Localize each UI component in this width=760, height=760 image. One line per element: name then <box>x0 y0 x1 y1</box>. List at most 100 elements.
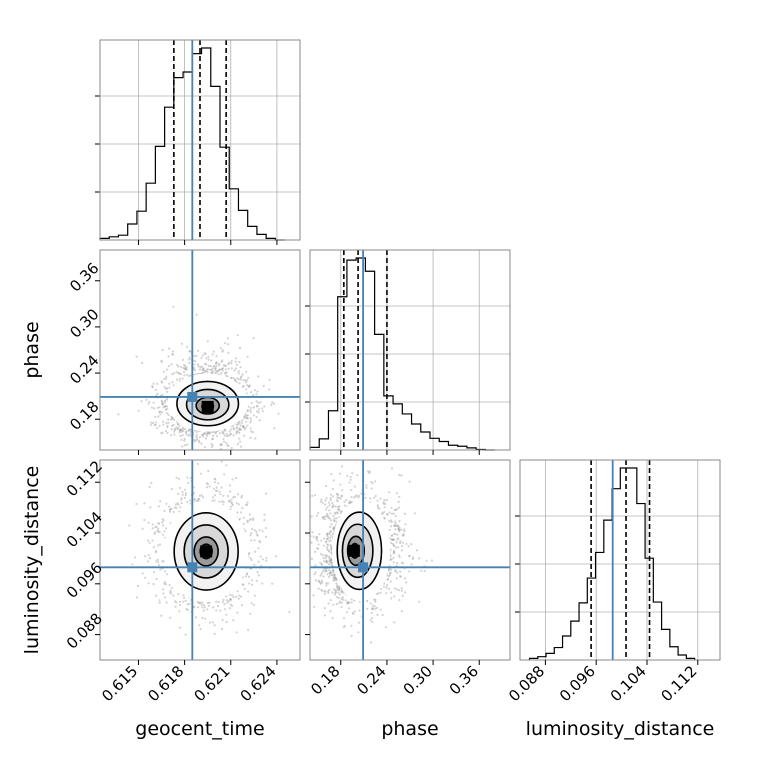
panel-phase-vs-geocent-time-sample-point <box>242 426 245 429</box>
panel-phase-vs-geocent-time-sample-point <box>187 434 190 437</box>
panel-phase-vs-geocent-time-sample-point <box>163 399 167 403</box>
panel-phase-vs-geocent-time-sample-point <box>240 375 243 378</box>
panel-luminosity-distance-vs-geocent-time-sample-point <box>245 573 248 576</box>
panel-luminosity-distance-vs-phase-sample-point <box>349 475 352 479</box>
panel-luminosity-distance-vs-geocent-time-sample-point <box>179 626 182 629</box>
panel-phase-vs-geocent-time-sample-point <box>173 430 176 433</box>
panel-phase-vs-geocent-time-sample-point <box>256 405 259 408</box>
panel-phase-vs-geocent-time-sample-point <box>160 432 163 435</box>
panel-phase-vs-geocent-time-sample-point <box>161 349 164 352</box>
panel-phase-vs-geocent-time-sample-point <box>182 370 186 374</box>
panel-phase-vs-geocent-time-sample-point <box>176 422 179 425</box>
panel-luminosity-distance-vs-geocent-time-sample-point <box>213 632 216 636</box>
panel-luminosity-distance-vs-geocent-time-sample-point <box>151 539 154 542</box>
panel-phase-vs-geocent-time-sample-point <box>193 440 196 443</box>
panel-luminosity-distance-vs-phase-sample-point <box>335 579 338 582</box>
panel-luminosity-distance-vs-phase-sample-point <box>379 591 382 594</box>
panel-phase-vs-geocent-time-sample-point <box>171 424 174 428</box>
panel-luminosity-distance-vs-phase-sample-point <box>350 634 353 638</box>
panel-luminosity-distance-vs-geocent-time-sample-point <box>220 627 224 631</box>
panel-luminosity-distance-vs-geocent-time-sample-point <box>215 600 218 603</box>
panel-phase-vs-geocent-time-sample-point <box>235 432 238 435</box>
panel-luminosity-distance-vs-phase-sample-point <box>332 570 335 573</box>
panel-luminosity-distance-vs-geocent-time-sample-point <box>231 503 234 507</box>
panel-phase-vs-geocent-time-sample-point <box>225 442 228 445</box>
panel-luminosity-distance-vs-geocent-time-sample-point <box>261 530 264 533</box>
panel-phase-vs-geocent-time-sample-point <box>152 382 155 385</box>
panel-luminosity-distance-vs-phase-sample-point <box>408 480 411 483</box>
panel-luminosity-distance-vs-geocent-time-sample-point <box>157 530 160 533</box>
panel-phase-vs-geocent-time-sample-point <box>218 362 221 365</box>
panel-luminosity-distance-vs-geocent-time-sample-point <box>163 596 167 599</box>
panel-phase-vs-geocent-time-sample-point <box>216 369 219 372</box>
panel-luminosity-distance-vs-phase-sample-point <box>329 610 332 613</box>
panel-luminosity-distance-vs-phase-sample-point <box>336 496 339 499</box>
panel-phase-vs-geocent-time-sample-point <box>236 334 239 337</box>
panel-phase-vs-geocent-time-sample-point <box>230 360 233 363</box>
panel-luminosity-distance-vs-geocent-time-sample-point <box>220 460 223 463</box>
panel-luminosity-distance-vs-phase-sample-point <box>324 499 327 502</box>
panel-phase-vs-geocent-time-sample-point <box>215 362 218 365</box>
panel-phase-vs-geocent-time-sample-point <box>246 417 249 420</box>
panel-luminosity-distance-vs-phase-sample-point <box>331 506 334 509</box>
panel-phase-vs-geocent-time-sample-point <box>164 405 167 408</box>
panel-phase-vs-geocent-time-sample-point <box>180 430 183 433</box>
panel-phase-vs-geocent-time-sample-point <box>170 363 173 366</box>
panel-phase-vs-geocent-time-sample-point <box>185 368 188 371</box>
panel-luminosity-distance-vs-phase-sample-point <box>325 546 329 549</box>
panel-phase-vs-geocent-time-sample-point <box>147 402 150 405</box>
panel-phase-vs-geocent-time-sample-point <box>236 431 239 434</box>
panel-luminosity-distance-vs-phase-sample-point <box>330 561 333 564</box>
panel-luminosity-distance-vs-phase-sample-point <box>310 515 313 518</box>
panel-phase-vs-geocent-time-sample-point <box>219 368 222 371</box>
panel-phase-vs-geocent-time-sample-point <box>172 423 175 426</box>
panel-phase-vs-geocent-time-sample-point <box>210 359 213 362</box>
panel-luminosity-distance-vs-phase-sample-point <box>314 494 317 497</box>
panel-phase-vs-geocent-time-sample-point <box>193 354 196 357</box>
panel-luminosity-distance-vs-geocent-time-sample-point <box>202 609 205 612</box>
panel-phase-vs-geocent-time-sample-point <box>165 377 168 380</box>
panel-phase-vs-geocent-time-sample-point <box>204 369 207 372</box>
panel-luminosity-distance-vs-phase-sample-point <box>400 545 404 548</box>
panel-luminosity-distance-vs-phase-sample-point <box>326 543 329 546</box>
panel-phase-vs-geocent-time-sample-point <box>154 423 157 426</box>
panel-luminosity-distance-vs-geocent-time-frame <box>99 459 301 661</box>
panel-luminosity-distance-vs-phase-sample-point <box>322 575 325 578</box>
panel-phase-vs-geocent-time-sample-point <box>184 431 188 434</box>
panel-phase-vs-geocent-time-sample-point <box>159 410 162 413</box>
panel-phase-vs-geocent-time-sample-point <box>238 429 241 432</box>
panel-phase-vs-geocent-time-sample-point <box>167 364 170 368</box>
panel-phase-vs-geocent-time-sample-point <box>167 413 170 416</box>
panel-luminosity-distance-vs-geocent-time-sample-point <box>214 478 217 481</box>
panel-phase-vs-geocent-time-sample-point <box>210 369 213 372</box>
panel-luminosity-distance-vs-geocent-time-sample-point <box>257 547 260 550</box>
panel-luminosity-distance-vs-geocent-time-sample-point <box>243 456 245 458</box>
panel-luminosity-distance-vs-phase-sample-point <box>404 591 407 594</box>
panel-phase-vs-geocent-time-sample-point <box>204 432 207 435</box>
panel-phase-vs-geocent-time-sample-point <box>272 402 276 405</box>
panel-luminosity-distance-vs-phase-sample-point <box>392 561 395 564</box>
panel-phase-vs-geocent-time-sample-point <box>206 340 209 343</box>
panel-luminosity-distance-vs-phase-sample-point <box>373 496 376 499</box>
panel-phase-vs-geocent-time-sample-point <box>117 413 120 416</box>
panel-phase-vs-geocent-time-sample-point <box>193 438 196 441</box>
panel-luminosity-distance-vs-phase-sample-point <box>393 524 396 528</box>
panel-luminosity-distance-vs-phase-sample-point <box>394 524 397 528</box>
panel-luminosity-distance-vs-geocent-time-sample-point <box>253 529 256 532</box>
panel-phase-vs-geocent-time-sample-point <box>154 415 157 418</box>
panel-phase-vs-geocent-time-sample-point <box>153 423 156 427</box>
panel-luminosity-distance-vs-phase-sample-point <box>329 539 332 542</box>
panel-luminosity-distance-vs-geocent-time-content <box>100 456 300 660</box>
panel-phase-vs-geocent-time-sample-point <box>141 361 144 364</box>
panel-phase-vs-geocent-time-sample-point <box>183 437 186 441</box>
panel-luminosity-distance-vs-geocent-time-sample-point <box>225 464 228 467</box>
panel-luminosity-distance-vs-geocent-time-sample-point <box>182 594 185 597</box>
panel-luminosity-distance-vs-geocent-time-sample-point <box>170 592 173 595</box>
panel-luminosity-distance-vs-phase-sample-point <box>320 588 323 591</box>
panel-phase-vs-geocent-time-sample-point <box>228 430 231 433</box>
panel-luminosity-distance-vs-geocent-time-sample-point <box>229 490 232 493</box>
panel-luminosity-distance-vs-geocent-time-sample-point <box>193 497 196 501</box>
panel-phase-vs-geocent-time-sample-point <box>154 388 158 391</box>
panel-luminosity-distance-vs-phase-sample-point <box>396 524 399 527</box>
panel-phase-vs-geocent-time-sample-point <box>236 423 239 426</box>
